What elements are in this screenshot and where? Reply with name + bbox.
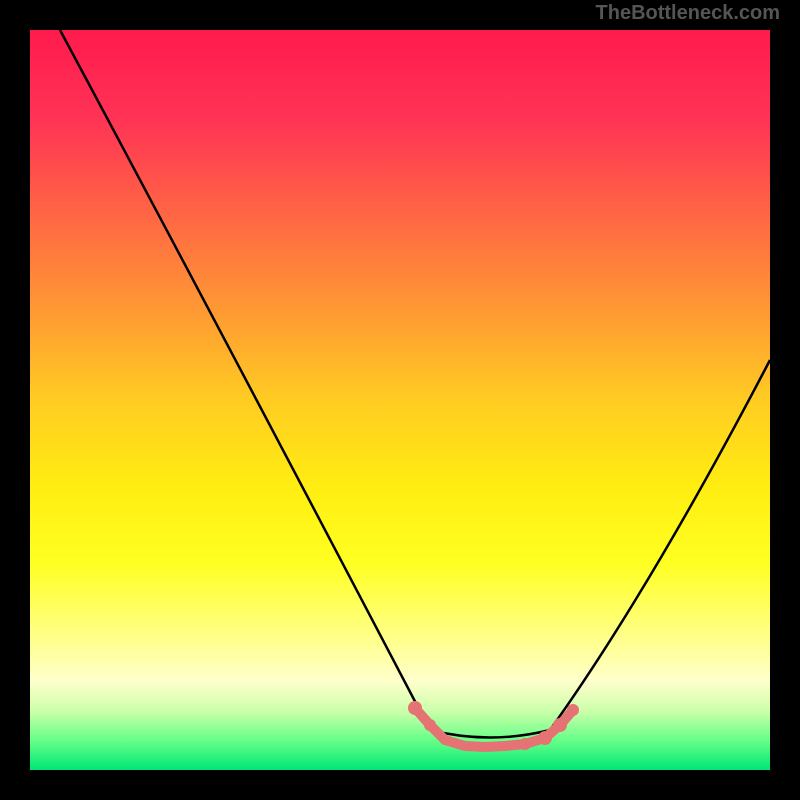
watermark-text: TheBottleneck.com xyxy=(596,2,780,25)
valley-highlight-dot xyxy=(480,742,490,752)
chart-background xyxy=(30,30,770,770)
bottleneck-chart xyxy=(30,30,770,770)
valley-highlight-dot xyxy=(519,738,531,750)
valley-highlight-dot xyxy=(460,741,470,751)
valley-highlight-dot xyxy=(538,731,552,745)
valley-highlight-dot xyxy=(553,718,567,732)
valley-highlight-dot xyxy=(408,701,422,715)
valley-highlight-dot xyxy=(567,704,579,716)
valley-highlight-dot xyxy=(440,735,450,745)
chart-svg xyxy=(30,30,770,770)
valley-highlight-dot xyxy=(424,719,436,731)
valley-highlight-dot xyxy=(500,741,510,751)
